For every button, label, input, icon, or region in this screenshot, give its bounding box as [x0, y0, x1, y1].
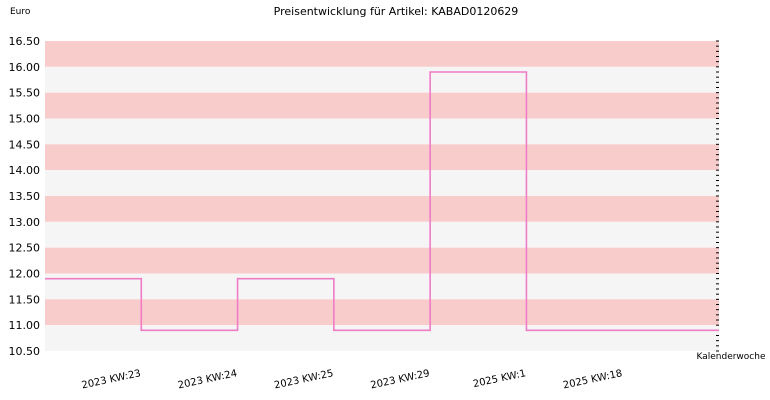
right-axis-minor-ticks — [716, 40, 719, 352]
y-tick-label: 10.50 — [9, 345, 41, 358]
y-axis-ticks: 16.50 16.00 15.50 15.00 14.50 14.00 13.50 13.00… — [9, 35, 41, 358]
background-band — [45, 92, 719, 119]
background-band — [45, 273, 719, 300]
chart-title: Preisentwicklung für Artikel: KABAD01206… — [274, 5, 519, 18]
background-band — [45, 66, 719, 93]
background-band — [45, 325, 719, 351]
x-tick-label: 2025 KW:1 — [472, 368, 527, 390]
y-tick-label: 16.00 — [9, 61, 41, 74]
y-tick-label: 13.50 — [9, 190, 41, 203]
y-tick-label: 12.00 — [9, 268, 41, 281]
y-tick-label: 11.00 — [9, 319, 41, 332]
background-bands — [45, 41, 719, 351]
background-band — [45, 221, 719, 248]
y-tick-label: 14.50 — [9, 138, 41, 151]
x-axis-ticks: 2023 KW:23 2023 KW:24 2023 KW:25 2023 KW:29… — [81, 368, 624, 391]
y-tick-label: 14.00 — [9, 164, 41, 177]
background-band — [45, 118, 719, 145]
background-band — [45, 170, 719, 196]
y-tick-label: 12.50 — [9, 242, 41, 255]
x-tick-label: 2023 KW:23 — [81, 368, 142, 391]
x-axis-label: Kalenderwoche — [696, 352, 765, 362]
y-tick-label: 11.50 — [9, 293, 41, 306]
background-band — [45, 299, 719, 326]
y-tick-label: 13.00 — [9, 216, 41, 229]
x-tick-label: 2023 KW:24 — [177, 368, 238, 391]
background-band — [45, 196, 719, 222]
x-tick-label: 2023 KW:29 — [370, 368, 431, 391]
x-tick-label: 2023 KW:25 — [273, 368, 334, 391]
y-tick-label: 15.00 — [9, 113, 41, 126]
price-series-line — [45, 71, 719, 332]
y-tick-label: 15.50 — [9, 87, 41, 100]
background-band — [45, 247, 719, 274]
background-band — [45, 144, 719, 171]
y-axis-label: Euro — [10, 7, 31, 17]
x-tick-label: 2025 KW:18 — [562, 368, 623, 391]
y-tick-label: 16.50 — [9, 35, 41, 48]
background-band — [45, 41, 719, 67]
